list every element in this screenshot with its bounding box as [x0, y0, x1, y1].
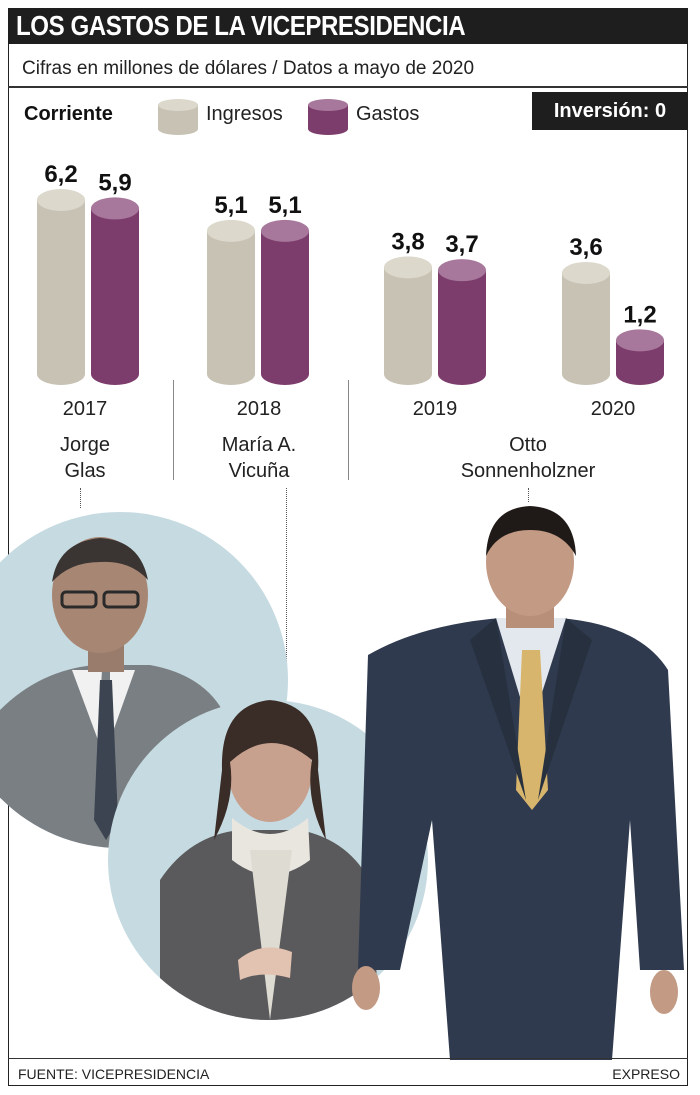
data-label-ingresos-2019: 3,8	[391, 228, 424, 255]
bar-gastos-2018	[261, 219, 309, 385]
leader-line-glas	[80, 488, 81, 508]
year-label-2018: 2018	[236, 398, 282, 420]
footer-divider	[8, 1058, 688, 1059]
legend-ingresos: Ingresos	[206, 103, 283, 125]
vp-name-line: Glas	[64, 460, 106, 482]
data-label-ingresos-2018: 5,1	[214, 192, 247, 219]
legend-corriente: Corriente	[24, 103, 113, 125]
leader-line-sonnenholzner	[528, 488, 529, 502]
column-divider	[173, 380, 174, 480]
year-label-2020: 2020	[590, 398, 636, 420]
bar-ingresos-2020	[562, 261, 610, 385]
legend-swatch-gastos	[308, 99, 348, 135]
vp-name-line: María A.	[221, 434, 297, 456]
footer-brand: EXPRESO	[612, 1066, 680, 1082]
data-label-gastos-2020: 1,2	[623, 301, 656, 328]
bar-ingresos-2018	[207, 219, 255, 385]
column-divider	[348, 380, 349, 480]
vp-name-glas: Jorge Glas	[25, 432, 145, 484]
bar-gastos-2017	[91, 197, 139, 385]
inversion-badge: Inversión: 0	[532, 92, 688, 130]
photo-maria-vicuna	[108, 700, 428, 1020]
page-title: LOS GASTOS DE LA VICEPRESIDENCIA	[16, 10, 466, 41]
bar-ingresos-2019	[384, 256, 432, 385]
bar-gastos-2019	[438, 259, 486, 385]
vp-name-sonnenholzner: Otto Sonnenholzner	[438, 432, 618, 484]
vp-name-line: Vicuña	[228, 460, 290, 482]
year-label-2017: 2017	[62, 398, 108, 420]
subtitle-divider	[8, 86, 688, 88]
bar-chart: 6,2 5,9 5,1 5,1 3,8 3,7 3,6 1,2	[37, 161, 664, 385]
bar-ingresos-2017	[37, 189, 85, 385]
legend-gastos: Gastos	[356, 103, 420, 125]
vp-name-line: Otto	[509, 434, 547, 456]
data-label-gastos-2019: 3,7	[445, 231, 478, 258]
data-label-ingresos-2017: 6,2	[44, 161, 77, 188]
title-bar	[8, 8, 688, 44]
legend-swatch-ingresos	[158, 99, 198, 135]
vp-name-vicuna: María A. Vicuña	[199, 432, 319, 484]
photo-otto-sonnenholzner	[352, 506, 684, 1060]
subtitle: Cifras en millones de dólares / Datos a …	[22, 58, 475, 79]
data-label-ingresos-2020: 3,6	[569, 234, 602, 261]
footer-source: FUENTE: VICEPRESIDENCIA	[18, 1066, 210, 1082]
bar-gastos-2020	[616, 329, 664, 385]
data-label-gastos-2017: 5,9	[98, 169, 131, 196]
vp-name-line: Sonnenholzner	[460, 460, 596, 482]
photo-collage	[0, 506, 684, 1060]
vp-name-line: Jorge	[59, 434, 111, 456]
year-label-2019: 2019	[412, 398, 458, 420]
leader-line-vicuna	[286, 488, 287, 683]
data-label-gastos-2018: 5,1	[268, 192, 301, 219]
